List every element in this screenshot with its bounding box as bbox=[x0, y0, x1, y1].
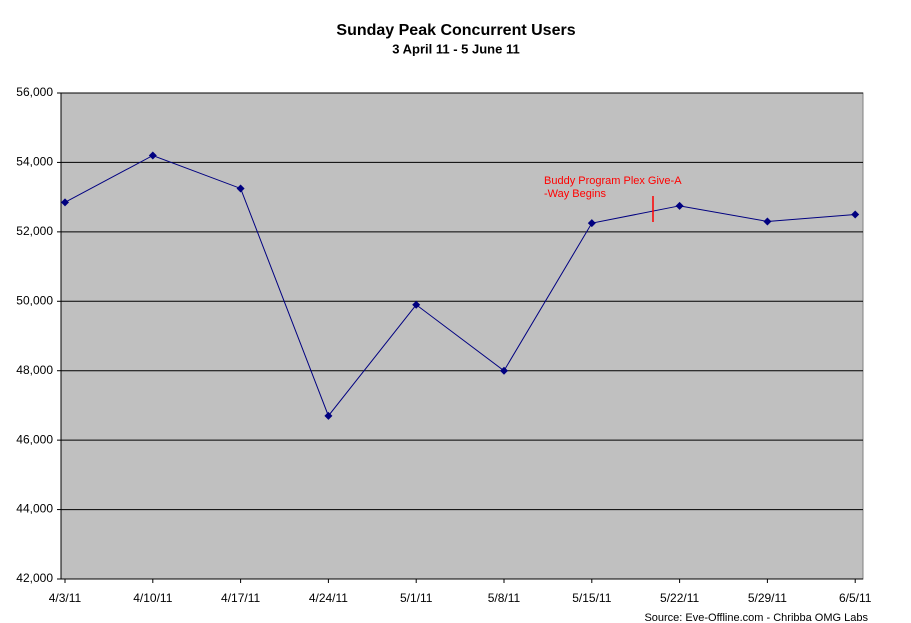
x-tick-label: 4/3/11 bbox=[49, 591, 82, 605]
y-tick-label: 50,000 bbox=[16, 293, 53, 307]
annotation-text: -Way Begins bbox=[544, 188, 606, 200]
x-tick-label: 4/24/11 bbox=[309, 591, 348, 605]
y-tick-label: 48,000 bbox=[16, 363, 53, 377]
data-point bbox=[236, 184, 245, 193]
data-point bbox=[412, 300, 421, 309]
y-tick-label: 46,000 bbox=[16, 432, 53, 446]
data-point bbox=[675, 201, 684, 210]
x-tick-label: 5/8/11 bbox=[488, 591, 521, 605]
y-tick-label: 42,000 bbox=[16, 571, 53, 585]
x-tick-label: 6/5/11 bbox=[839, 591, 872, 605]
y-tick-label: 56,000 bbox=[16, 85, 53, 99]
data-line bbox=[64, 154, 856, 417]
x-tick-label: 5/22/11 bbox=[660, 591, 699, 605]
x-tick-label: 5/1/11 bbox=[400, 591, 433, 605]
y-tick-label: 44,000 bbox=[16, 502, 53, 516]
chart-subtitle: 3 April 11 - 5 June 11 bbox=[392, 41, 519, 56]
x-tick-label: 4/10/11 bbox=[133, 591, 172, 605]
data-point bbox=[61, 198, 69, 207]
x-tick-label: 5/15/11 bbox=[572, 591, 611, 605]
data-point bbox=[324, 411, 333, 420]
y-tick-label: 54,000 bbox=[16, 155, 53, 169]
data-point bbox=[148, 151, 157, 160]
annotation-text: Buddy Program Plex Give-A bbox=[544, 175, 682, 187]
plot-area bbox=[60, 92, 864, 580]
source-note: Source: Eve-Offline.com - Chribba OMG La… bbox=[644, 612, 868, 623]
data-point bbox=[500, 366, 508, 375]
data-point bbox=[851, 210, 860, 219]
x-tick-label: 5/29/11 bbox=[748, 591, 787, 605]
x-tick-label: 4/17/11 bbox=[221, 591, 260, 605]
chart-title: Sunday Peak Concurrent Users bbox=[336, 22, 575, 39]
y-tick-label: 52,000 bbox=[16, 224, 53, 238]
data-point bbox=[763, 217, 772, 226]
data-point bbox=[587, 219, 596, 228]
